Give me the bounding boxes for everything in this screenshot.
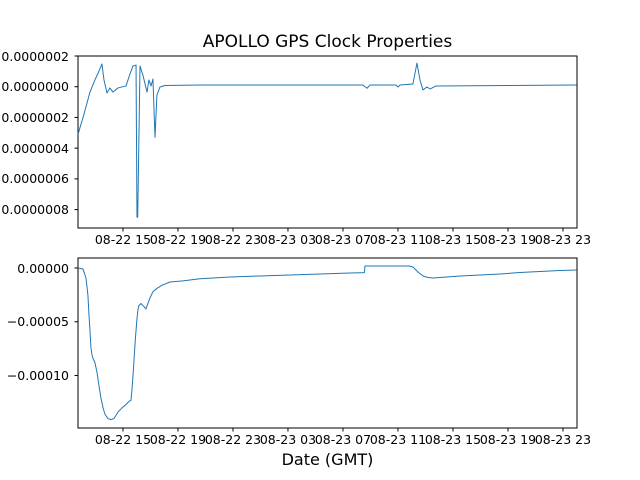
top-subplot-y-tick-label: −0.0000002 bbox=[0, 109, 69, 125]
bottom-subplot-x-tick-label: 08-23 11 bbox=[369, 431, 427, 447]
top-subplot-y-tick-label: −0.0000004 bbox=[0, 140, 69, 156]
bottom-subplot-x-tick-label: 08-23 23 bbox=[534, 431, 592, 447]
bottom-subplot-x-tick-label: 08-22 19 bbox=[149, 431, 207, 447]
bottom-subplot-x-tick-label: 08-23 07 bbox=[314, 431, 372, 447]
top-subplot-x-tick-label: 08-22 19 bbox=[149, 231, 207, 247]
bottom-subplot-x-tick-label: 08-23 03 bbox=[259, 431, 317, 447]
top-subplot-x-tick-label: 08-22 23 bbox=[204, 231, 262, 247]
top-subplot-y-tick-label: 0.0000002 bbox=[1, 48, 69, 64]
chart-title: APOLLO GPS Clock Properties bbox=[202, 32, 453, 52]
bottom-subplot-series-line bbox=[77, 265, 577, 421]
bottom-subplot-frame bbox=[77, 257, 578, 429]
bottom-subplot-x-tick-label: 08-23 15 bbox=[424, 431, 482, 447]
bottom-subplot-x-tick-label: 08-22 23 bbox=[204, 431, 262, 447]
top-subplot-x-tick-label: 08-23 19 bbox=[479, 231, 537, 247]
bottom-subplot-y-tick-label: 0.00000 bbox=[17, 260, 69, 276]
top-subplot-x-tick-label: 08-23 23 bbox=[534, 231, 592, 247]
bottom-subplot-x-tick-label: 08-22 15 bbox=[94, 431, 152, 447]
bottom-subplot-y-tick-label: −0.00010 bbox=[6, 368, 69, 384]
top-subplot-series-line bbox=[77, 62, 577, 218]
x-axis-label: Date (GMT) bbox=[281, 450, 374, 469]
top-subplot-x-tick-label: 08-23 03 bbox=[259, 231, 317, 247]
top-subplot-y-tick-label: −0.0000006 bbox=[0, 171, 69, 187]
top-subplot-x-tick-label: 08-23 15 bbox=[424, 231, 482, 247]
top-subplot-frame bbox=[77, 55, 578, 229]
top-subplot-y-tick-label: 0.0000000 bbox=[1, 79, 69, 95]
bottom-subplot-x-tick-label: 08-23 19 bbox=[479, 431, 537, 447]
top-subplot-x-tick-label: 08-23 11 bbox=[369, 231, 427, 247]
top-subplot-x-tick-label: 08-23 07 bbox=[314, 231, 372, 247]
bottom-subplot-y-tick-label: −0.00005 bbox=[6, 314, 69, 330]
top-subplot-y-tick-label: −0.0000008 bbox=[0, 202, 69, 218]
top-subplot-x-tick-label: 08-22 15 bbox=[94, 231, 152, 247]
